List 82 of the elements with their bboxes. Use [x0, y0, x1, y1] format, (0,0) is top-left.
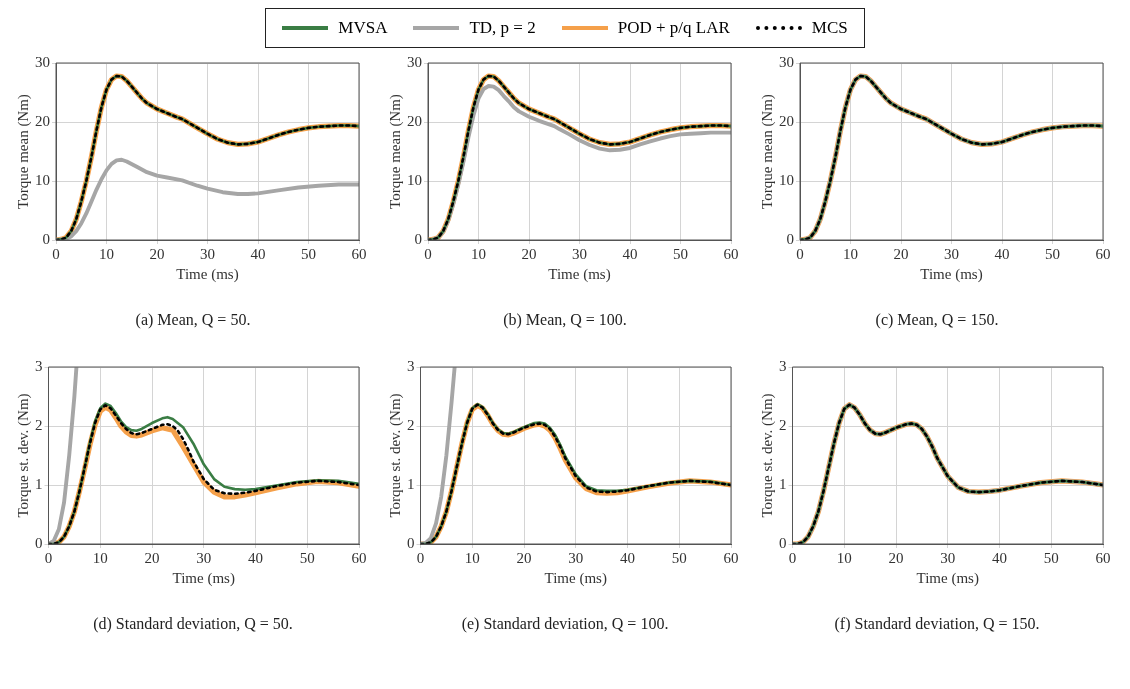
x-tick-label: 20	[144, 549, 160, 566]
x-tick-label: 30	[568, 549, 584, 566]
y-tick-label: 3	[35, 357, 43, 374]
x-tick-label: 30	[572, 245, 587, 262]
x-tick-label: 60	[723, 549, 739, 566]
y-tick-label: 1	[35, 475, 43, 492]
x-tick-label: 50	[299, 549, 315, 566]
y-tick-label: 3	[407, 357, 415, 374]
x-tick-label: 30	[940, 549, 956, 566]
x-tick-label: 50	[1043, 549, 1059, 566]
x-tick-label: 20	[516, 549, 532, 566]
text: (f) Standard deviation, Q = 150.	[834, 614, 1040, 634]
y-tick-label: 0	[414, 230, 422, 247]
y-tick-label: 20	[407, 112, 422, 129]
x-axis-title: Time (ms)	[172, 569, 235, 587]
x-tick-label: 40	[620, 549, 635, 566]
y-axis-title: Torque st. dev. (Nm)	[386, 393, 404, 518]
y-tick-label: 1	[779, 475, 787, 492]
x-axis-title: Time (ms)	[544, 569, 607, 587]
x-tick-label: 10	[99, 245, 114, 262]
y-axis-title: Torque st. dev. (Nm)	[758, 393, 776, 518]
x-tick-label: 60	[1095, 245, 1111, 262]
legend-label: MVSA	[338, 18, 388, 38]
x-tick-label: 10	[464, 549, 480, 566]
x-tick-label: 50	[673, 245, 688, 262]
x-tick-label: 40	[250, 245, 266, 262]
x-tick-label: 40	[992, 549, 1007, 566]
text: (e) Standard deviation, Q = 100.	[461, 614, 669, 635]
x-tick-label: 40	[622, 245, 638, 262]
x-tick-label: 60	[1095, 549, 1111, 566]
y-tick-label: 30	[35, 53, 50, 70]
y-tick-label: 0	[786, 230, 794, 247]
y-tick-label: 20	[779, 112, 794, 129]
y-tick-label: 10	[35, 171, 50, 188]
x-tick-label: 20	[893, 245, 909, 262]
x-axis-title: Time (ms)	[920, 265, 983, 283]
x-tick-label: 10	[471, 245, 486, 262]
x-tick-label: 10	[92, 549, 108, 566]
y-tick-label: 10	[779, 171, 794, 188]
x-tick-label: 60	[351, 549, 367, 566]
x-tick-label: 10	[836, 549, 852, 566]
x-tick-label: 60	[723, 245, 739, 262]
x-tick-label: 50	[1045, 245, 1060, 262]
x-tick-label: 20	[521, 245, 537, 262]
text: (c) Mean, Q = 150.	[875, 310, 999, 331]
x-tick-label: 20	[888, 549, 904, 566]
x-tick-label: 20	[149, 245, 165, 262]
legend-label: TD, p = 2	[469, 18, 536, 38]
y-tick-label: 20	[35, 112, 50, 129]
y-tick-label: 2	[779, 416, 787, 433]
y-tick-label: 0	[35, 534, 43, 551]
legend-label: MCS	[811, 18, 848, 38]
legend-label: POD + p/q LAR	[617, 18, 730, 38]
y-tick-label: 0	[42, 230, 50, 247]
y-tick-label: 30	[779, 53, 794, 70]
y-tick-label: 2	[407, 416, 415, 433]
text: (d) Standard deviation, Q = 50.	[93, 614, 293, 635]
x-axis-title: Time (ms)	[548, 265, 611, 283]
y-tick-label: 10	[407, 171, 422, 188]
x-tick-label: 40	[994, 245, 1010, 262]
x-tick-label: 10	[843, 245, 858, 262]
x-axis-title: Time (ms)	[176, 265, 239, 283]
y-tick-label: 3	[779, 357, 787, 374]
x-tick-label: 30	[196, 549, 212, 566]
y-tick-label: 30	[407, 53, 422, 70]
x-tick-label: 50	[671, 549, 687, 566]
y-axis-title: Torque mean (Nm)	[758, 94, 776, 209]
y-tick-label: 0	[407, 534, 415, 551]
x-axis-title: Time (ms)	[916, 569, 979, 587]
y-axis-title: Torque mean (Nm)	[386, 94, 404, 209]
y-tick-label: 0	[779, 534, 787, 551]
text: (b) Mean, Q = 100.	[503, 310, 627, 331]
x-tick-label: 50	[301, 245, 316, 262]
x-tick-label: 40	[248, 549, 263, 566]
x-tick-label: 30	[944, 245, 959, 262]
text: (a) Mean, Q = 50.	[135, 310, 251, 331]
y-axis-title: Torque st. dev. (Nm)	[14, 393, 32, 518]
x-tick-label: 30	[200, 245, 215, 262]
y-axis-title: Torque mean (Nm)	[14, 94, 32, 209]
y-tick-label: 1	[407, 475, 415, 492]
y-tick-label: 2	[35, 416, 43, 433]
x-tick-label: 60	[351, 245, 367, 262]
